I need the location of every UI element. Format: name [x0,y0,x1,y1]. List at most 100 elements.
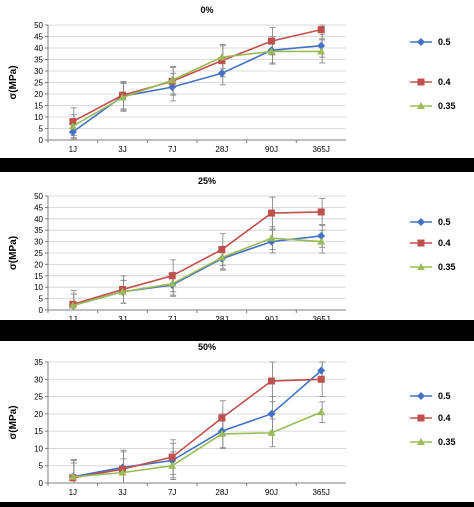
y-tick-label: 35 [34,358,43,367]
y-axis-label: σ(MPa) [8,236,19,270]
data-point [168,461,177,469]
x-tick-label: 365J [312,315,329,324]
x-tick-label: 90J [265,145,278,154]
y-tick-label: 5 [39,295,44,304]
y-tick-label: 5 [39,125,44,134]
legend-label: 0.4 [438,77,451,87]
data-point [317,47,326,55]
x-tick-label: 3J [118,315,126,324]
x-tick-label: 1J [69,315,77,324]
legend-label: 0.5 [438,37,451,47]
chart-title: 50% [198,342,216,352]
legend: 0.5 0.4 0.35 [410,217,456,272]
series-line-0.5 [72,370,322,478]
data-point [267,47,276,55]
panel-background [0,0,474,158]
y-tick-label: 50 [34,21,43,30]
y-tick-label: 10 [34,283,43,292]
data-point [218,414,226,422]
chart-title: 25% [198,176,216,186]
x-tick-label: 7J [168,145,176,154]
y-tick-label: 20 [34,410,43,419]
y-tick-label: 20 [34,90,43,99]
legend-marker [417,38,425,46]
data-point [118,468,127,476]
data-point [218,57,226,65]
data-point [118,287,127,295]
legend-marker [417,438,425,445]
y-tick-label: 0 [39,136,44,145]
data-point [118,93,127,101]
x-tick-label: 3J [118,145,126,154]
chart-panel-0pct: 0% 0 5 10 15 20 25 30 35 40 45 50 1J 3J 7J 28J 90J 365J σ(… [0,0,474,158]
x-tick-label: 365J [312,145,329,154]
legend-marker [417,239,425,247]
data-point [217,53,226,61]
y-tick-label: 10 [34,444,43,453]
series-line-0.35 [72,411,322,478]
chart-panel-50pct: 50% 0 5 10 15 20 25 30 35 1J 3J 7J 28J 90J 365J σ(MPa) 0… [0,341,474,502]
y-tick-label: 30 [34,238,43,247]
y-tick-label: 40 [34,44,43,53]
y-tick-label: 0 [39,306,44,315]
x-tick-label: 28J [215,315,228,324]
data-point [68,301,77,309]
y-tick-label: 25 [34,393,43,402]
legend-label: 0.5 [438,391,451,401]
x-tick-label: 90J [265,315,278,324]
data-point [268,209,275,217]
legend-marker [417,102,425,109]
series-line-0.4 [72,211,322,306]
data-point [317,41,326,50]
legend-label: 0.5 [438,217,451,227]
data-point [217,69,226,78]
y-tick-label: 35 [34,56,43,65]
x-tick-label: 7J [168,488,176,497]
y-tick-label: 40 [34,215,43,224]
data-point [218,246,226,254]
data-point [317,208,325,216]
data-point [168,453,176,461]
x-tick-label: 1J [69,145,77,154]
y-tick-label: 45 [34,33,43,42]
y-tick-label: 25 [34,79,43,88]
data-point [268,37,275,45]
data-point [317,375,325,383]
x-tick-label: 7J [168,315,176,324]
data-point [217,253,226,261]
y-tick-label: 30 [34,67,43,76]
legend-marker [417,78,425,86]
x-tick-label: 3J [118,488,126,497]
data-point [168,279,177,287]
x-tick-label: 365J [312,488,329,497]
legend-label: 0.4 [438,413,451,423]
x-tick-label: 28J [215,145,228,154]
y-tick-label: 15 [34,272,43,281]
y-tick-label: 45 [34,203,43,212]
x-tick-label: 90J [265,488,278,497]
data-point [168,76,177,84]
data-point [317,237,326,245]
legend: 0.5 0.4 0.35 [410,391,456,447]
data-point [68,122,77,130]
y-axis-label: σ(MPa) [8,405,19,439]
data-point [267,409,276,418]
y-axis-label: σ(MPa) [8,65,19,99]
data-point [68,472,77,480]
data-point [69,118,77,126]
legend-label: 0.35 [438,101,456,111]
y-tick-label: 10 [34,113,43,122]
y-tick-label: 15 [34,102,43,111]
x-tick-label: 1J [69,488,77,497]
data-point [267,428,276,436]
y-tick-label: 35 [34,226,43,235]
legend-label: 0.35 [438,437,456,447]
legend: 0.5 0.4 0.35 [410,37,456,111]
legend-label: 0.35 [438,262,456,272]
data-point [217,429,226,437]
y-tick-label: 0 [39,479,44,488]
series-line-0.35 [72,237,322,307]
series-line-0.35 [72,50,322,127]
